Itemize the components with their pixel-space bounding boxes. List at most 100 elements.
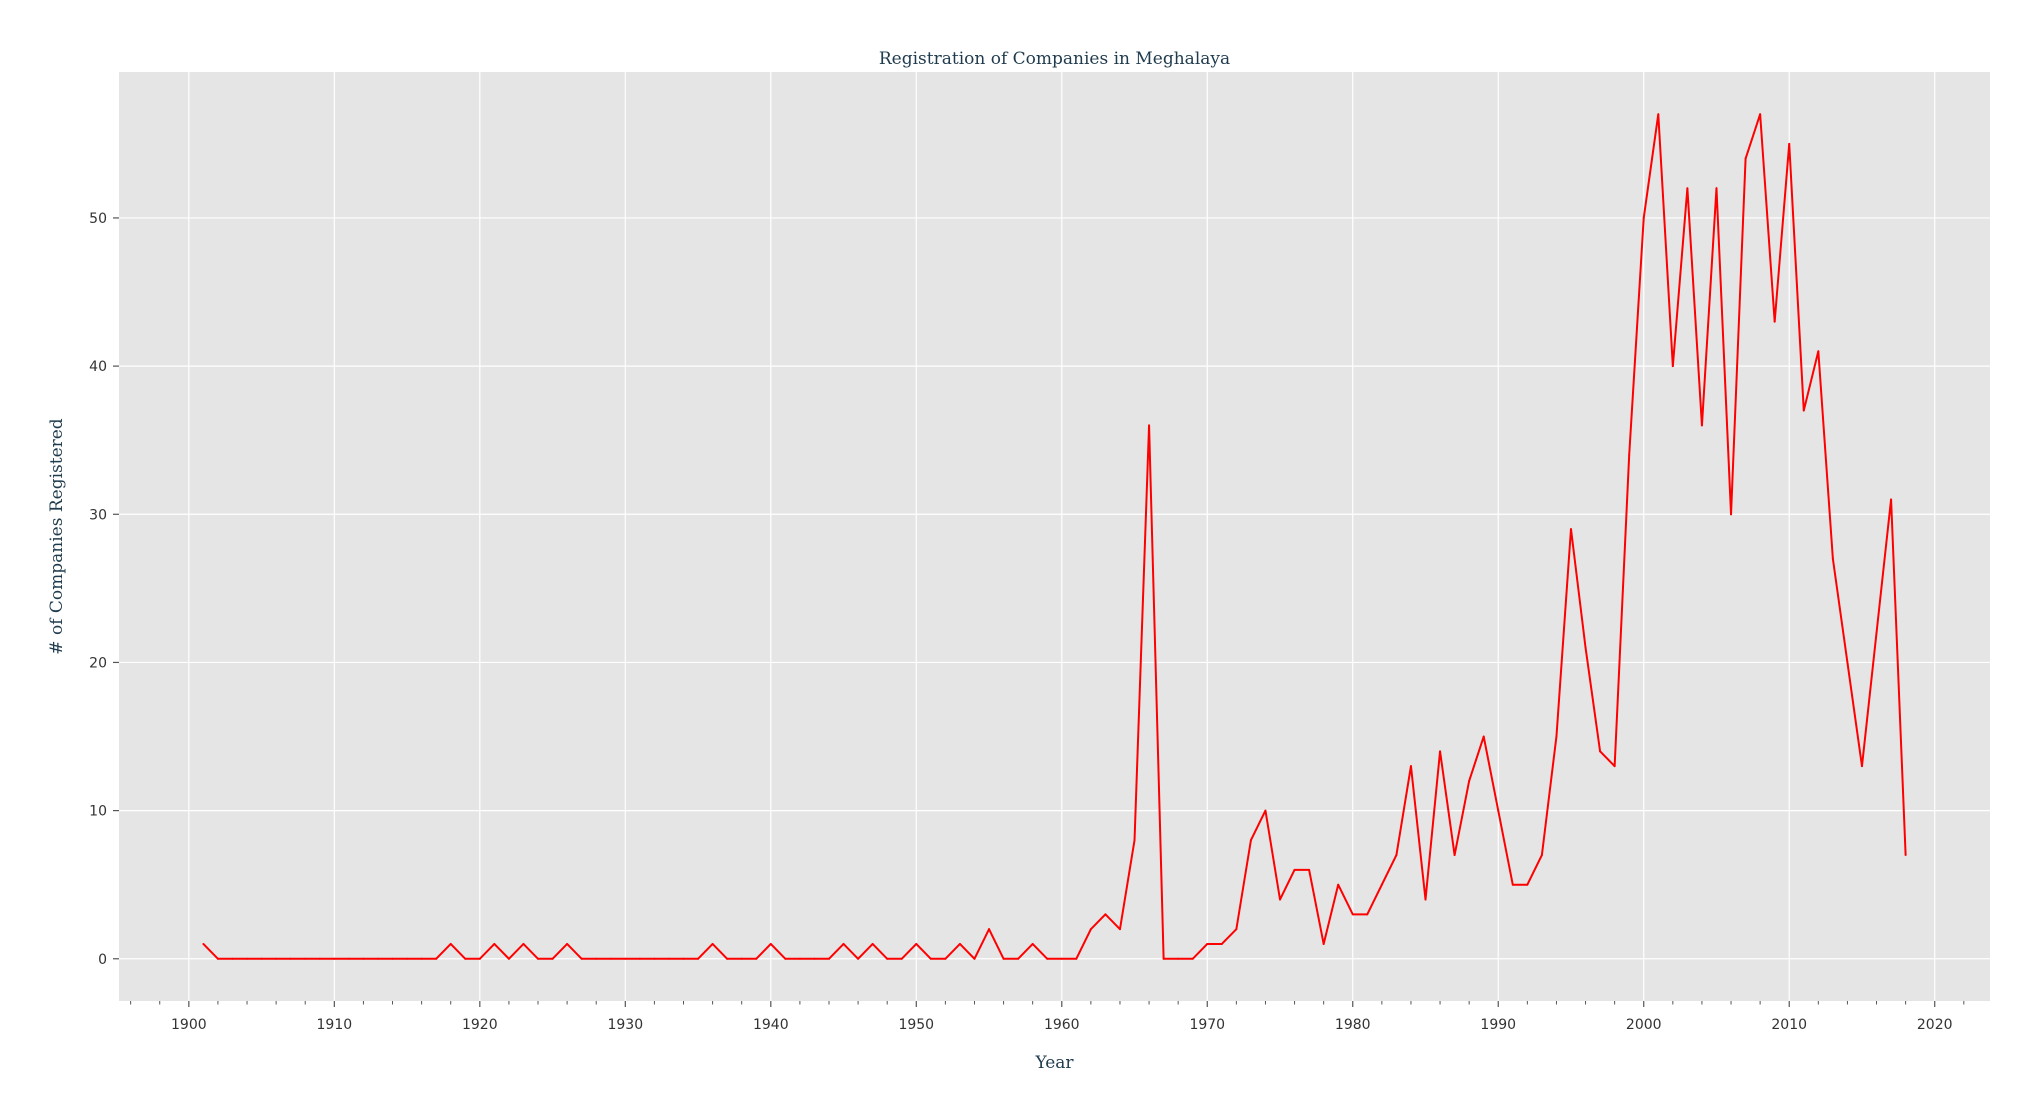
data-point: [1439, 750, 1442, 753]
x-tick-label: 1940: [753, 1017, 789, 1033]
data-point: [1715, 187, 1718, 190]
data-point: [1104, 913, 1107, 916]
data-point: [522, 942, 525, 945]
data-point: [944, 957, 947, 960]
data-point: [1846, 661, 1849, 664]
data-point: [1671, 365, 1674, 368]
data-point: [1409, 765, 1412, 768]
data-point: [1089, 928, 1092, 931]
data-point: [1322, 942, 1325, 945]
data-point: [1017, 957, 1020, 960]
data-point: [595, 957, 598, 960]
data-point: [1555, 735, 1558, 738]
data-point: [988, 928, 991, 931]
data-point: [1540, 854, 1543, 857]
data-point: [1904, 854, 1907, 857]
x-tick-label: 2000: [1626, 1017, 1662, 1033]
data-point: [420, 957, 423, 960]
data-point: [1569, 528, 1572, 531]
data-point: [1046, 957, 1049, 960]
data-point: [231, 957, 234, 960]
data-point: [1831, 557, 1834, 560]
y-tick-label: 20: [89, 655, 107, 671]
data-point: [1351, 913, 1354, 916]
data-point: [755, 957, 758, 960]
data-point: [638, 957, 641, 960]
data-point: [216, 957, 219, 960]
data-point: [1162, 957, 1165, 960]
y-tick-label: 40: [89, 359, 107, 375]
data-point: [1075, 957, 1078, 960]
data-point: [246, 957, 249, 960]
data-point: [1890, 498, 1893, 501]
data-point: [682, 957, 685, 960]
x-tick-label: 1900: [171, 1017, 207, 1033]
data-point: [1148, 424, 1151, 427]
data-point: [1060, 957, 1063, 960]
x-axis-label: Year: [1034, 1053, 1074, 1073]
data-point: [362, 957, 365, 960]
data-point: [958, 942, 961, 945]
data-point: [667, 957, 670, 960]
data-point: [697, 957, 700, 960]
data-point: [624, 957, 627, 960]
data-point: [726, 957, 729, 960]
x-tick-label: 1920: [462, 1017, 498, 1033]
data-point: [449, 942, 452, 945]
data-point: [493, 942, 496, 945]
chart-title: Registration of Companies in Meghalaya: [879, 49, 1230, 69]
data-point: [478, 957, 481, 960]
data-point: [333, 957, 336, 960]
data-point: [566, 942, 569, 945]
data-point: [275, 957, 278, 960]
data-point: [827, 957, 830, 960]
x-tick-label: 1950: [898, 1017, 934, 1033]
data-point: [507, 957, 510, 960]
x-tick-label: 1980: [1335, 1017, 1371, 1033]
data-point: [1773, 320, 1776, 323]
data-point: [1875, 631, 1878, 634]
data-point: [435, 957, 438, 960]
data-point: [1293, 868, 1296, 871]
data-point: [900, 957, 903, 960]
x-tick-label: 1960: [1044, 1017, 1080, 1033]
x-tick-label: 1990: [1480, 1017, 1516, 1033]
data-point: [1788, 142, 1791, 145]
x-tick-label: 2020: [1917, 1017, 1953, 1033]
data-point: [406, 957, 409, 960]
data-point: [289, 957, 292, 960]
data-point: [1002, 957, 1005, 960]
data-point: [1759, 113, 1762, 116]
data-point: [784, 957, 787, 960]
data-point: [1482, 735, 1485, 738]
data-point: [813, 957, 816, 960]
data-point: [1453, 854, 1456, 857]
y-tick-label: 30: [89, 507, 107, 523]
data-point: [1220, 942, 1223, 945]
data-point: [464, 957, 467, 960]
data-point: [609, 957, 612, 960]
data-point: [929, 957, 932, 960]
data-point: [1235, 928, 1238, 931]
data-point: [653, 957, 656, 960]
data-point: [1264, 809, 1267, 812]
data-point: [1380, 883, 1383, 886]
data-point: [318, 957, 321, 960]
data-point: [1468, 779, 1471, 782]
data-point: [1249, 839, 1252, 842]
data-point: [1657, 113, 1660, 116]
data-point: [1337, 883, 1340, 886]
data-point: [260, 957, 263, 960]
data-point: [551, 957, 554, 960]
data-point: [1031, 942, 1034, 945]
y-tick-label: 50: [89, 211, 107, 227]
data-point: [1424, 898, 1427, 901]
x-tick-label: 1930: [607, 1017, 643, 1033]
data-point: [391, 957, 394, 960]
y-tick-label: 10: [89, 804, 107, 820]
data-point: [915, 942, 918, 945]
data-point: [1817, 350, 1820, 353]
data-point: [711, 942, 714, 945]
data-point: [1308, 868, 1311, 871]
data-point: [740, 957, 743, 960]
